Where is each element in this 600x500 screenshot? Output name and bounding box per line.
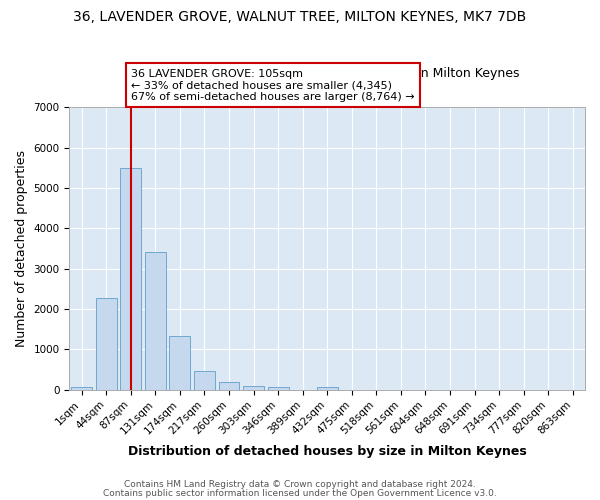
Bar (317, 387, 338, 390)
Title: Size of property relative to detached houses in Milton Keynes: Size of property relative to detached ho… (135, 67, 520, 80)
Bar (243, 386, 264, 390)
Bar (218, 382, 239, 390)
Bar (96, 298, 116, 390)
Text: 36 LAVENDER GROVE: 105sqm
← 33% of detached houses are smaller (4,345)
67% of se: 36 LAVENDER GROVE: 105sqm ← 33% of detac… (131, 68, 415, 102)
Text: Contains public sector information licensed under the Open Government Licence v3: Contains public sector information licen… (103, 488, 497, 498)
Bar (121, 168, 141, 390)
Text: Contains HM Land Registry data © Crown copyright and database right 2024.: Contains HM Land Registry data © Crown c… (124, 480, 476, 489)
Bar (145, 252, 166, 390)
X-axis label: Distribution of detached houses by size in Milton Keynes: Distribution of detached houses by size … (128, 444, 527, 458)
Y-axis label: Number of detached properties: Number of detached properties (15, 150, 28, 347)
Bar (169, 336, 190, 390)
Bar (194, 371, 215, 390)
Bar (71, 387, 92, 390)
Bar (268, 387, 289, 390)
Text: 36, LAVENDER GROVE, WALNUT TREE, MILTON KEYNES, MK7 7DB: 36, LAVENDER GROVE, WALNUT TREE, MILTON … (73, 10, 527, 24)
